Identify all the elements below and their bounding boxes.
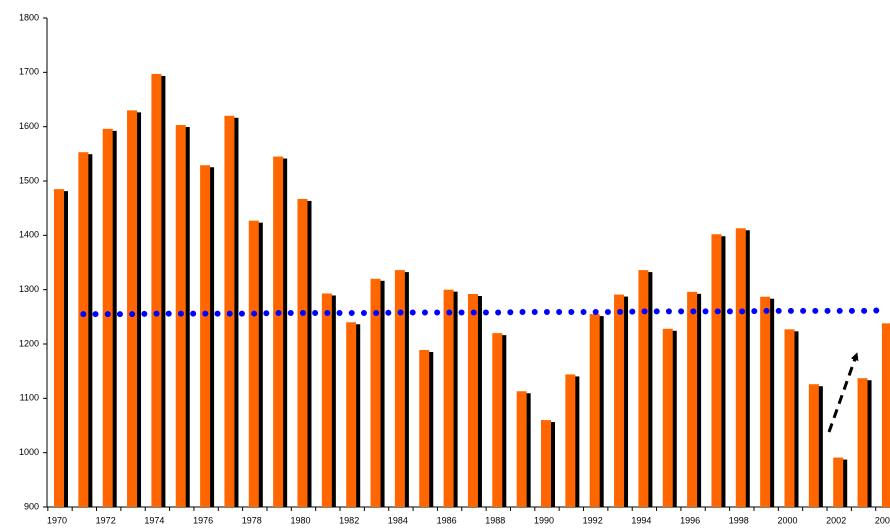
- x-tick-label: 1970: [47, 515, 67, 525]
- bar: [833, 457, 844, 507]
- y-tick-label: 1400: [19, 230, 39, 240]
- x-tick-label: 1984: [388, 515, 408, 525]
- y-tick-label: 1600: [19, 121, 39, 131]
- bar: [273, 156, 284, 508]
- trend-line: [80, 307, 890, 318]
- y-tick-label: 1300: [19, 284, 39, 294]
- bar: [151, 73, 162, 508]
- trend-arrow: [827, 352, 859, 433]
- bar: [370, 278, 381, 507]
- x-tick-label: 1996: [680, 515, 700, 525]
- x-tick-label: 1992: [583, 515, 603, 525]
- bar: [346, 322, 357, 507]
- bar: [687, 291, 698, 507]
- x-tick-label: 1976: [193, 515, 213, 525]
- y-tick-label: 1100: [20, 393, 39, 403]
- y-tick-label: 1500: [19, 175, 39, 185]
- x-tick-label: 1990: [534, 515, 554, 525]
- bar: [662, 328, 673, 507]
- bar: [857, 378, 868, 507]
- bar: [760, 296, 771, 507]
- x-tick-label: 1988: [485, 515, 505, 525]
- bar: [127, 110, 138, 507]
- x-tick-label: 1986: [437, 515, 457, 525]
- bar: [638, 270, 649, 507]
- x-tick-label: 2002: [826, 515, 846, 525]
- bar: [200, 165, 211, 507]
- bar: [102, 128, 113, 507]
- bar: [248, 220, 259, 507]
- bar: [541, 420, 551, 507]
- x-tick-label: 1994: [631, 515, 651, 525]
- y-tick-label: 1800: [19, 12, 39, 22]
- bar: [881, 323, 890, 507]
- x-tick-label: 1982: [339, 515, 359, 525]
- bar: [808, 384, 819, 507]
- x-tick-label: 2000: [777, 515, 797, 525]
- bar: [54, 189, 64, 507]
- x-tick-label: 1980: [290, 515, 310, 525]
- x-tick-label: 1998: [729, 515, 749, 525]
- y-tick-label: 1700: [19, 67, 39, 77]
- bar: [516, 391, 527, 507]
- y-tick-label: 900: [24, 501, 39, 511]
- bar: [419, 349, 430, 507]
- x-tick-label: 1974: [144, 515, 164, 525]
- y-tick-label: 1000: [19, 447, 39, 457]
- bar: [78, 152, 89, 507]
- bar: [321, 293, 332, 507]
- bar: [589, 314, 600, 507]
- bar: [614, 294, 625, 507]
- x-tick-label: 2004: [875, 515, 890, 525]
- x-tick-label: 1978: [242, 515, 262, 525]
- bar: [297, 198, 308, 507]
- x-tick-label: 1972: [96, 515, 116, 525]
- bar: [467, 294, 478, 507]
- bar: [492, 333, 503, 507]
- bar: [784, 329, 795, 507]
- bar: [565, 374, 576, 507]
- bar: [443, 289, 454, 507]
- bar: [394, 270, 405, 507]
- plot-area: 900 1000 1100 1200 1300 1400 1500 1600 1700 1800 1…: [19, 12, 890, 525]
- bar: [735, 228, 746, 507]
- bar: [711, 234, 722, 507]
- y-tick-label: 1200: [19, 338, 39, 348]
